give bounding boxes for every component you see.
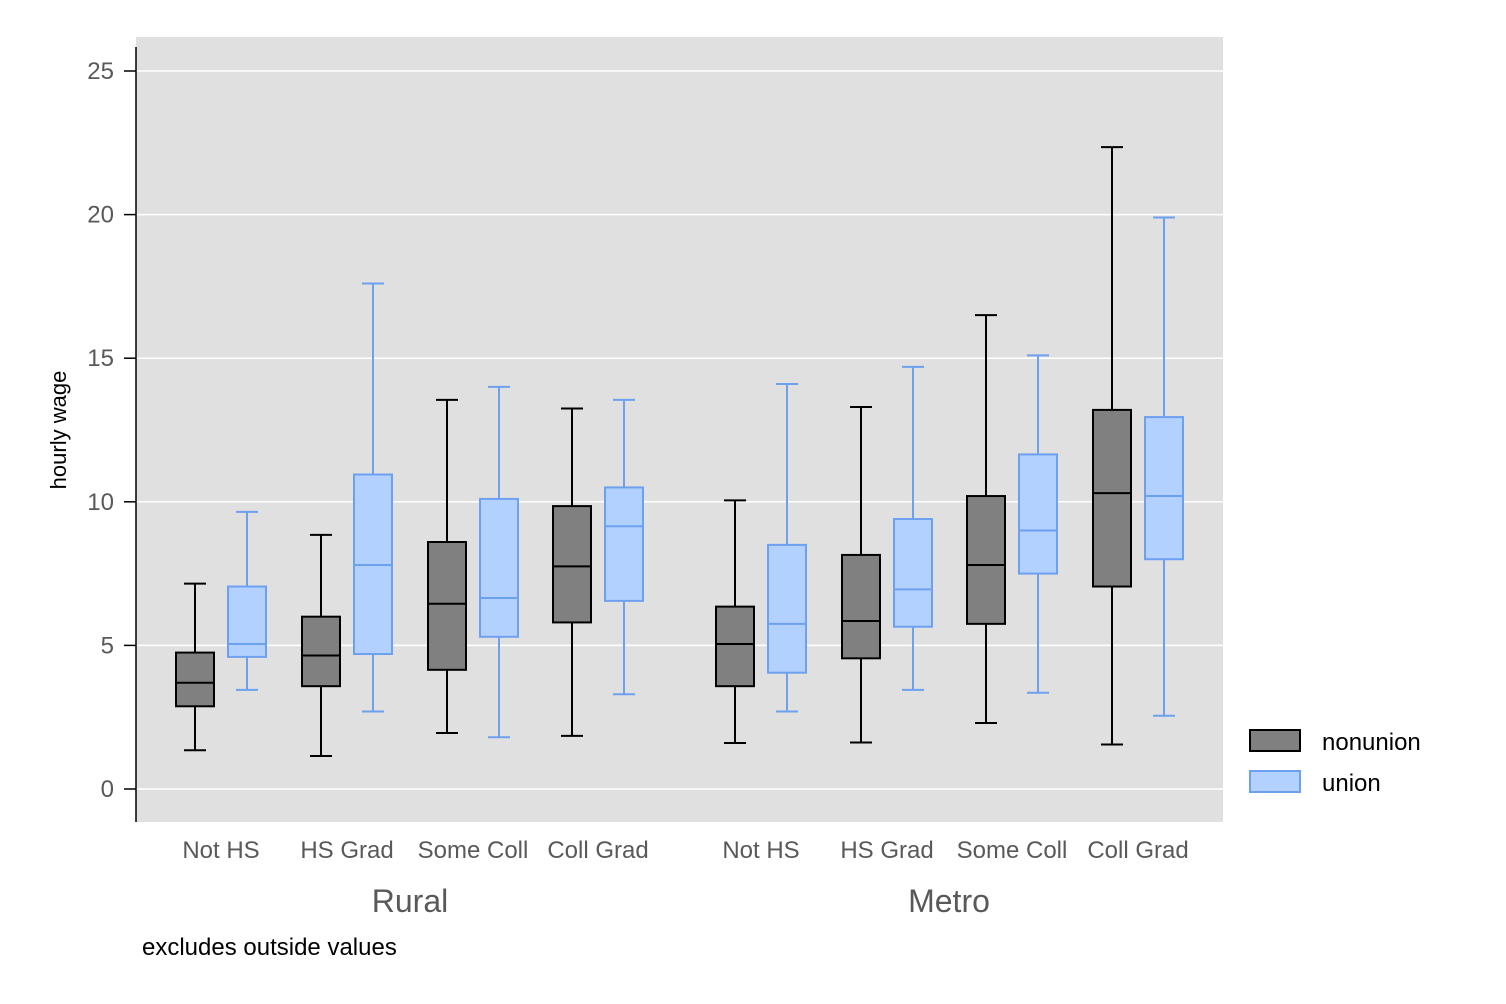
category-label: Not HS (182, 837, 259, 864)
legend-label-union: union (1322, 770, 1381, 797)
legend-label-nonunion: nonunion (1322, 729, 1421, 756)
y-tick-label: 15 (87, 345, 114, 372)
box-union (604, 398, 644, 696)
category-label: Some Coll (418, 837, 529, 864)
iqr-box (1144, 416, 1184, 561)
category-label: Some Coll (957, 837, 1068, 864)
y-axis: 0 5 10 15 20 25 (87, 47, 137, 822)
iqr-box (841, 553, 881, 660)
iqr-box (479, 497, 519, 638)
y-tick-label: 20 (87, 202, 114, 229)
boxes (175, 146, 1184, 757)
box-nonunion (427, 398, 467, 734)
y-tick-label: 0 (101, 776, 114, 803)
category-label: HS Grad (300, 837, 393, 864)
iqr-box (1018, 453, 1058, 575)
box-union (893, 365, 933, 691)
box-nonunion (966, 314, 1006, 724)
iqr-box (175, 651, 215, 708)
box-nonunion (301, 533, 341, 757)
iqr-box (1092, 408, 1132, 588)
iqr-box (227, 585, 267, 658)
box-union (479, 385, 519, 739)
y-axis-title: hourly wage (46, 371, 71, 490)
category-label: HS Grad (840, 837, 933, 864)
box-union (1144, 216, 1184, 717)
x-axis-labels: Not HS HS Grad Some Coll Coll Grad Rural Not … (182, 837, 1188, 919)
iqr-box (715, 605, 755, 688)
chart-note: excludes outside values (142, 934, 397, 961)
plot-background (136, 37, 1223, 822)
iqr-box (893, 518, 933, 628)
box-nonunion (1092, 146, 1132, 746)
legend-swatch-union (1249, 770, 1301, 793)
iqr-box (604, 486, 644, 602)
group-label: Rural (372, 883, 448, 919)
y-tick-label: 5 (101, 632, 114, 659)
iqr-box (301, 615, 341, 688)
box-nonunion (715, 499, 755, 745)
y-tick-label: 25 (87, 58, 114, 85)
box-union (353, 282, 393, 713)
group-label: Metro (908, 883, 990, 919)
category-label: Coll Grad (547, 837, 648, 864)
legend-swatch-nonunion (1249, 729, 1301, 752)
box-union (767, 383, 807, 713)
iqr-box (427, 541, 467, 671)
box-union (1018, 354, 1058, 694)
category-label: Coll Grad (1087, 837, 1188, 864)
category-label: Not HS (722, 837, 799, 864)
box-union (227, 510, 267, 691)
y-tick-label: 10 (87, 489, 114, 516)
box-nonunion (552, 407, 592, 737)
iqr-box (767, 543, 807, 674)
box-nonunion (841, 406, 881, 744)
iqr-box (966, 495, 1006, 625)
box-nonunion (175, 582, 215, 752)
legend: nonunion union (1249, 729, 1421, 797)
iqr-box (552, 505, 592, 624)
